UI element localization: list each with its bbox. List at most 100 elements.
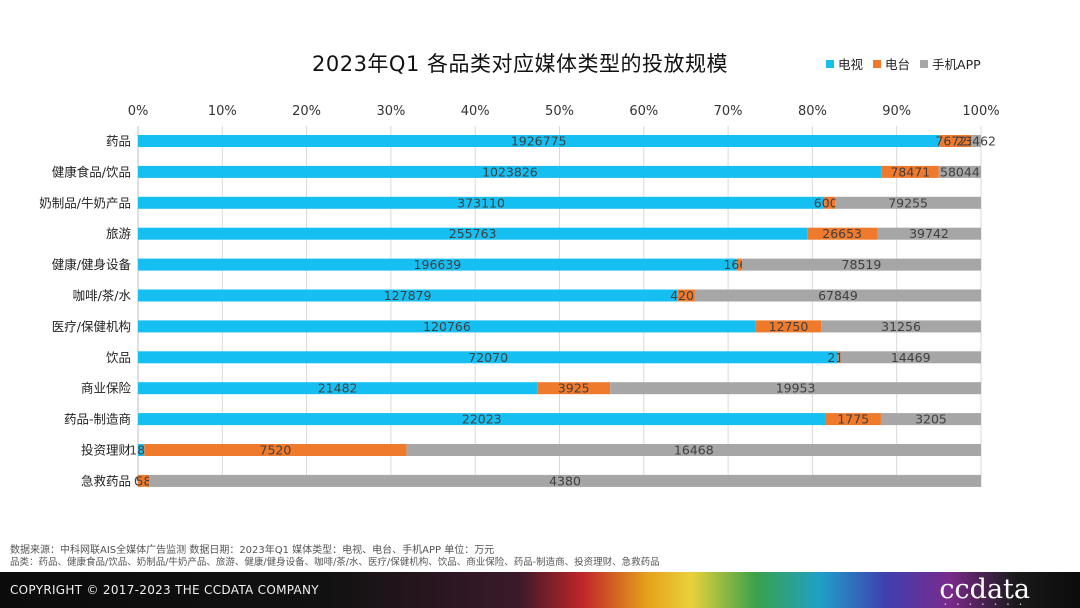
data-label-tv: 21482 <box>318 381 358 396</box>
legend-label-radio: 电台 <box>885 57 911 72</box>
data-label-tv: 196639 <box>414 257 462 272</box>
data-label-radio: 12750 <box>769 319 809 334</box>
bar-radio <box>677 289 695 302</box>
data-label-radio: 3925 <box>558 381 590 396</box>
chart-title: 2023年Q1 各品类对应媒体类型的投放规模 <box>311 52 728 76</box>
data-label-radio: 58 <box>136 473 152 488</box>
category-label: 咖啡/茶/水 <box>73 288 132 303</box>
x-tick-label: 40% <box>461 104 490 119</box>
bar-app <box>835 196 981 209</box>
data-label-radio: 76723 <box>935 134 975 149</box>
bar-app <box>938 165 981 178</box>
category-label: 健康食品/饮品 <box>52 164 131 179</box>
data-label-radio: 1775 <box>837 412 869 427</box>
data-label-radio: 26653 <box>822 226 862 241</box>
bar-app <box>840 351 981 364</box>
x-tick-label: 10% <box>208 104 237 119</box>
category-label: 投资理财 <box>81 443 131 458</box>
bar-radio <box>939 135 972 147</box>
copyright-text: COPYRIGHT © 2017-2023 THE CCDATA COMPANY <box>10 583 319 597</box>
bar-radio <box>881 165 939 178</box>
data-label-app: 67849 <box>818 288 858 303</box>
data-label-app: 3205 <box>915 412 947 427</box>
bar-radio <box>824 196 836 209</box>
bar-app <box>149 474 982 487</box>
legend-label-tv: 电视 <box>838 57 864 72</box>
x-tick-label: 70% <box>714 104 743 119</box>
x-tick-label: 80% <box>798 104 827 119</box>
data-label-app: 78519 <box>842 257 882 272</box>
category-label: 药品 <box>106 134 131 149</box>
x-tick-label: 50% <box>545 104 574 119</box>
data-label-tv: 72070 <box>468 350 508 365</box>
data-label-app: 4380 <box>549 473 581 488</box>
data-label-radio: 4208 <box>670 288 702 303</box>
bar-radio <box>537 382 611 395</box>
category-label: 旅游 <box>106 226 132 241</box>
category-note: 品类：药品、健康食品/饮品、奶制品/牛奶产品、旅游、健康/健身设备、咖啡/茶/水… <box>10 557 660 568</box>
data-label-tv: 1023826 <box>482 164 538 179</box>
bar-app <box>406 444 982 456</box>
legend-label-app: 手机APP <box>932 57 981 72</box>
data-label-tv: 255763 <box>449 226 497 241</box>
bar-radio <box>838 351 841 364</box>
bar-app <box>877 227 981 240</box>
bar-radio <box>144 444 407 456</box>
bar-app <box>694 289 981 302</box>
category-label: 商业保险 <box>81 381 132 396</box>
x-tick-label: 0% <box>128 104 149 119</box>
bar-tv <box>138 413 826 426</box>
bar-tv <box>138 196 825 209</box>
ccdata-logo: ccdata <box>939 574 1030 605</box>
data-label-tv: 127879 <box>384 288 432 303</box>
stacked-bar-chart: 0% 10% 20% 30% 40% 50% 60% 70% 80% 90% 100% 药品 19267… <box>39 104 999 488</box>
data-label-tv: 22023 <box>462 412 502 427</box>
data-label-tv: 373110 <box>457 195 505 210</box>
category-label: 奶制品/牛奶产品 <box>39 195 131 210</box>
logo-dots: • • • • • • • <box>943 602 1026 608</box>
legend-swatch-tv <box>826 59 834 68</box>
data-label-app: 79255 <box>888 195 928 210</box>
bar-app <box>880 413 981 426</box>
source-note: 数据来源：中科网联AIS全媒体广告监测 数据日期：2023年Q1 媒体类型：电视… <box>10 545 495 556</box>
legend-item-app: 手机APP <box>920 54 981 73</box>
bar-app <box>741 258 981 271</box>
data-label-app: 19953 <box>776 381 816 396</box>
category-label: 饮品 <box>106 350 131 365</box>
x-tick-label: 30% <box>376 104 405 119</box>
footer-bar: COPYRIGHT © 2017-2023 THE CCDATA COMPANY… <box>0 572 1080 608</box>
data-label-app: 31256 <box>881 319 921 334</box>
bar-radio <box>138 474 150 487</box>
data-label-app: 16468 <box>674 443 714 458</box>
bar-tv <box>138 227 808 240</box>
bar-radio <box>807 227 878 240</box>
data-label-tv: 1926775 <box>511 134 567 149</box>
data-label-tv: 120766 <box>423 319 471 334</box>
bar-radio <box>825 413 881 426</box>
bar-app <box>971 135 981 147</box>
category-label: 健康/健身设备 <box>52 257 132 272</box>
data-label-app: 14469 <box>891 350 931 365</box>
bar-tv <box>138 382 538 395</box>
category-label: 医疗/保健机构 <box>52 319 131 334</box>
bar-tv <box>138 444 145 456</box>
data-label-app: 58044 <box>940 164 980 179</box>
data-label-app: 23462 <box>956 134 996 149</box>
x-tick-label: 60% <box>629 104 658 119</box>
chart-legend: 电视 电台 手机APP <box>826 54 981 73</box>
bar-tv <box>138 165 882 178</box>
data-label-radio: 78471 <box>890 164 930 179</box>
x-tick-label: 90% <box>882 104 911 119</box>
legend-item-tv: 电视 <box>826 54 863 73</box>
x-tick-label: 20% <box>292 104 321 119</box>
x-tick-label: 100% <box>962 104 999 119</box>
category-label: 药品-制造商 <box>64 412 131 427</box>
bar-radio <box>736 258 742 271</box>
bar-tv <box>138 135 940 147</box>
data-label-app: 39742 <box>909 226 949 241</box>
legend-swatch-app <box>920 59 929 68</box>
bar-tv <box>138 320 756 333</box>
bar-tv <box>138 289 678 302</box>
legend-item-radio: 电台 <box>873 54 910 73</box>
category-label: 急救药品 <box>81 473 131 488</box>
